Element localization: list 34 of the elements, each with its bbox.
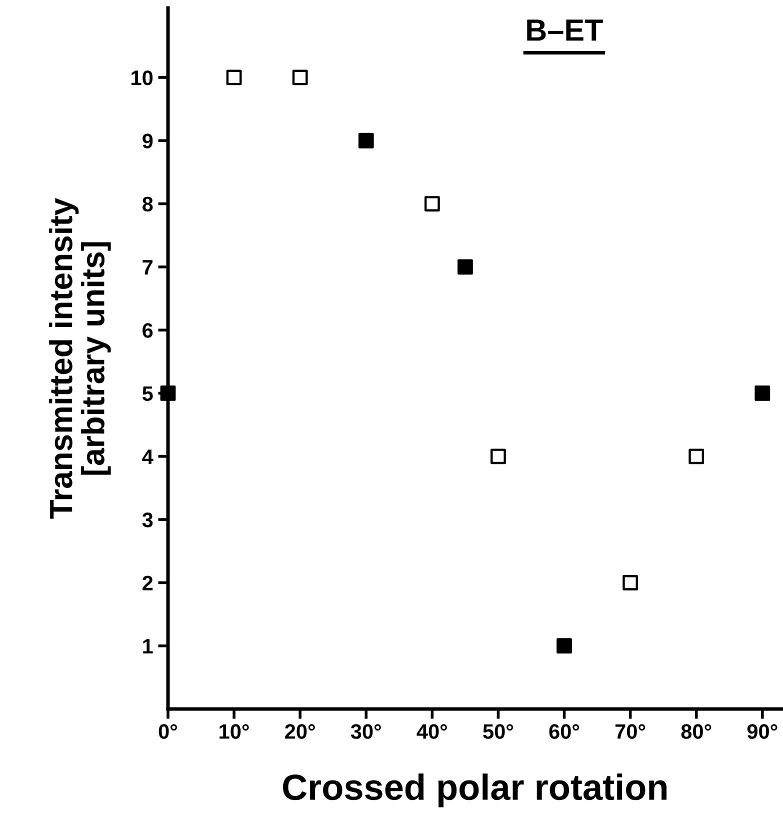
y-tick-label: 5	[142, 386, 153, 401]
x-axis-title: Crossed polar rotation	[282, 774, 667, 808]
point	[424, 196, 440, 212]
point	[754, 386, 770, 401]
x-tick-label: 90°	[747, 724, 778, 739]
y-tick-label: 1	[143, 639, 153, 654]
point	[160, 386, 176, 401]
x-tick-label: 70°	[615, 724, 646, 739]
point	[358, 132, 374, 148]
y-axis-title: Transmitted intensity [arbitrary units]	[48, 198, 111, 519]
chart-title: B–ET	[527, 20, 603, 41]
x-tick-label: 50°	[483, 724, 514, 739]
x-tick-label: 30°	[350, 724, 381, 739]
point	[556, 638, 572, 654]
x-tick-label: 20°	[285, 724, 315, 739]
point	[226, 70, 242, 86]
y-tick-label: 4	[142, 450, 154, 464]
x-tick-label: 10°	[220, 724, 249, 739]
x-tick-label: 80°	[681, 724, 712, 739]
point	[622, 574, 638, 590]
x-tick-label: 0°	[158, 724, 178, 739]
point	[688, 448, 704, 464]
x-tick-label: 60°	[549, 724, 580, 739]
point	[458, 259, 473, 275]
x-tick-label: 40°	[416, 724, 448, 739]
y-tick-label: 9	[142, 134, 153, 148]
y-tick-label: 10	[132, 70, 153, 86]
point	[292, 70, 308, 86]
y-tick-label: 6	[142, 323, 153, 338]
y-tick-label: 7	[142, 260, 152, 274]
y-tick-label: 3	[142, 512, 153, 528]
y-tick-label: 8	[142, 196, 153, 212]
point	[490, 448, 506, 464]
y-tick-label: 2	[142, 576, 153, 590]
